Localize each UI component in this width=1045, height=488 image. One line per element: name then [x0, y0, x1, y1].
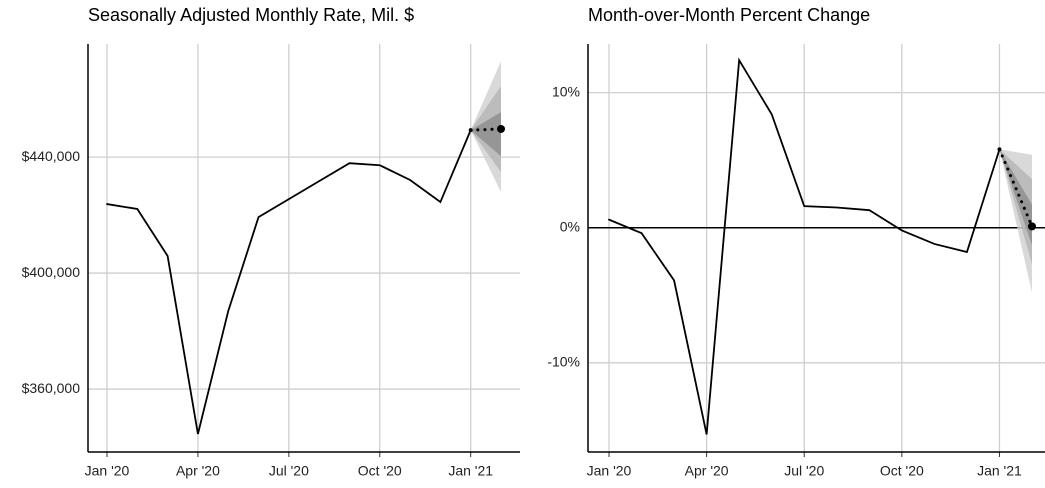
data-line — [608, 57, 1001, 435]
data-line — [106, 129, 472, 435]
y-tick-label: $440,000 — [22, 148, 81, 164]
forecast-line — [469, 127, 503, 132]
forecast-point — [497, 124, 505, 133]
x-tick-label: Oct '20 — [880, 463, 924, 479]
y-tick-label: $360,000 — [22, 380, 81, 396]
x-tick-label: Jan '20 — [587, 463, 632, 479]
x-tick-label: Jul '20 — [269, 463, 309, 479]
forecast-band — [999, 149, 1032, 246]
forecast-point — [1028, 222, 1036, 231]
x-tick-label: Apr '20 — [176, 463, 220, 479]
x-tick-label: Oct '20 — [358, 463, 402, 479]
forecast-band — [999, 149, 1032, 265]
y-tick-label: $400,000 — [22, 264, 81, 280]
x-tick-label: Jan '21 — [977, 463, 1022, 479]
y-tick-label: 10% — [552, 83, 580, 99]
x-tick-label: Apr '20 — [685, 463, 729, 479]
y-tick-label: -10% — [547, 354, 580, 370]
forecast-band — [470, 112, 501, 157]
chart-title: Seasonally Adjusted Monthly Rate, Mil. $ — [88, 5, 414, 25]
forecast-point — [468, 128, 473, 133]
forecast-line — [997, 147, 1034, 228]
forecast-point — [997, 147, 1002, 152]
x-tick-label: Jul '20 — [784, 463, 824, 479]
x-tick-label: Jan '21 — [448, 463, 493, 479]
y-tick-label: 0% — [560, 218, 580, 234]
x-tick-label: Jan '20 — [85, 463, 130, 479]
chart-title: Month-over-Month Percent Change — [588, 5, 870, 25]
